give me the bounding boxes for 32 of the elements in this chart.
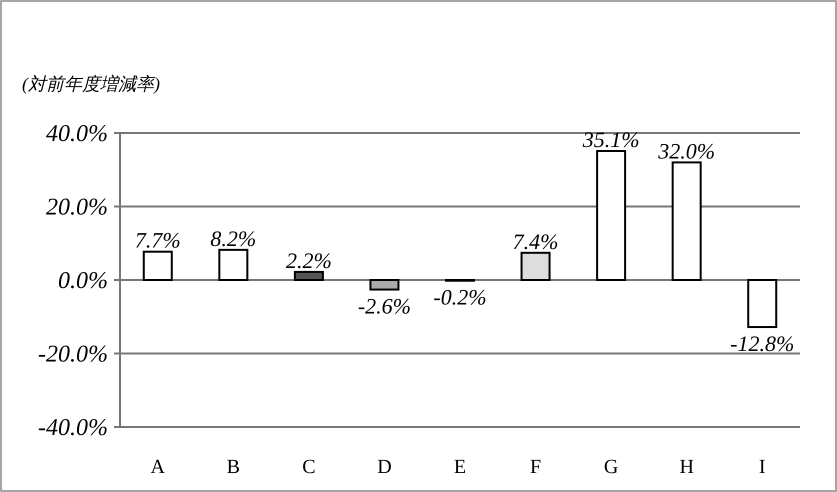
y-tick-label: 40.0% (46, 121, 108, 147)
x-tick-label: D (377, 456, 392, 478)
x-tick-label: H (679, 456, 694, 478)
bar (369, 279, 400, 291)
data-label: 35.1% (582, 127, 640, 152)
x-tick-label: F (530, 456, 542, 478)
data-label: 7.7% (134, 228, 181, 253)
bar (747, 279, 778, 328)
data-label: -12.8% (730, 331, 794, 356)
data-label: 7.4% (512, 228, 558, 254)
data-label: 2.2% (286, 248, 332, 273)
x-tick-label: I (758, 456, 766, 478)
x-tick-label: E (454, 456, 466, 478)
data-label: 32.0% (657, 138, 716, 164)
bar (294, 270, 324, 281)
y-tick-label: 0.0% (58, 268, 108, 294)
data-label: -0.2% (433, 284, 487, 310)
bar (218, 248, 248, 281)
y-tick-label: -20.0% (38, 342, 108, 368)
bar (520, 252, 551, 281)
data-label: -2.6% (358, 294, 412, 319)
bar (596, 150, 626, 281)
x-tick-label: A (150, 456, 166, 478)
y-tick-label: -40.0% (38, 415, 108, 441)
bar (672, 161, 702, 281)
x-tick-label: G (604, 456, 618, 478)
y-axis-title: (対前年度増減率) (22, 74, 160, 94)
bar (142, 250, 173, 281)
x-tick-label: B (226, 456, 240, 478)
x-tick-label: C (302, 456, 316, 478)
data-label: 8.2% (210, 226, 256, 251)
y-tick-label: 20.0% (46, 194, 108, 220)
